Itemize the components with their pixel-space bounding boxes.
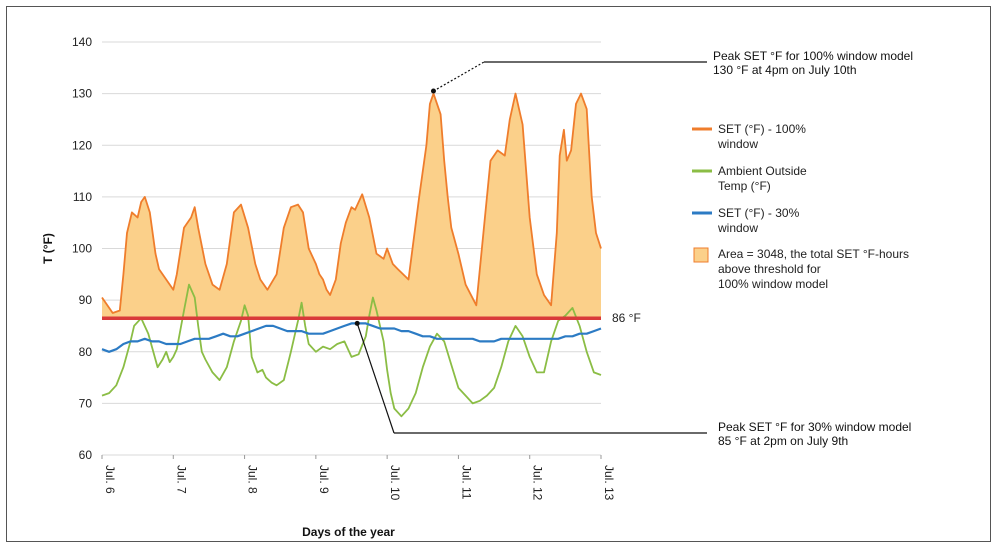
y-tick-label: 140	[72, 35, 92, 49]
y-tick-label: 90	[79, 293, 93, 307]
legend-label: window	[717, 137, 758, 151]
threshold-label: 86 °F	[612, 311, 641, 325]
x-tick-label: Jul. 6	[103, 465, 117, 494]
y-tick-label: 80	[79, 345, 93, 359]
axis-layer: 60 70 80 90 100 110 120 130 140 Jul. 6 Jul. 7 Jul. …	[41, 35, 616, 539]
legend-label: above threshold for	[718, 262, 821, 276]
x-tick-label: Jul. 12	[531, 465, 545, 501]
y-tick-label: 110	[73, 190, 92, 204]
x-tick-label: Jul. 9	[317, 465, 331, 494]
y-tick-label: 100	[72, 242, 92, 256]
series-line-1	[101, 92, 602, 314]
legend-label: Ambient Outside	[718, 164, 807, 178]
legend-label: window	[717, 221, 758, 235]
annotation-text-30: 85 °F at 2pm on July 9th	[718, 434, 848, 448]
x-tick-label: Jul. 11	[459, 465, 473, 500]
y-tick-label: 120	[72, 138, 92, 152]
series-layer	[101, 92, 602, 418]
legend-label: SET (°F) - 30%	[718, 206, 800, 220]
y-tick-label: 60	[79, 448, 93, 462]
y-tick-label: 130	[72, 87, 92, 101]
x-tick-label: Jul. 8	[246, 465, 260, 494]
legend-label: Temp (°F)	[718, 179, 771, 193]
y-axis-title: T (°F)	[41, 233, 55, 264]
series-line-3	[101, 322, 602, 353]
above-threshold-area	[102, 93, 601, 319]
annotation-text-100: 130 °F at 4pm on July 10th	[713, 63, 857, 77]
legend-label: SET (°F) - 100%	[718, 122, 806, 136]
x-tick-label: Jul. 10	[388, 465, 402, 501]
y-tick-label: 70	[79, 396, 93, 410]
legend-swatch	[693, 247, 709, 263]
annotation-leader-100	[433, 61, 485, 92]
annotation-text-30: Peak SET °F for 30% window model	[718, 420, 911, 434]
chart-frame	[6, 6, 991, 542]
x-tick-label: Jul. 7	[174, 465, 188, 494]
x-tick-label: Jul. 13	[602, 465, 616, 501]
x-axis-title: Days of the year	[302, 525, 395, 539]
series-line-2	[101, 283, 602, 418]
legend-label: Area = 3048, the total SET °F-hours	[718, 247, 909, 261]
annotation-text-100: Peak SET °F for 100% window model	[713, 49, 913, 63]
legend-label: 100% window model	[718, 277, 828, 291]
threshold-layer: 86 °F	[102, 311, 641, 325]
area-layer	[102, 93, 601, 319]
annotation-leader-30	[356, 323, 395, 434]
